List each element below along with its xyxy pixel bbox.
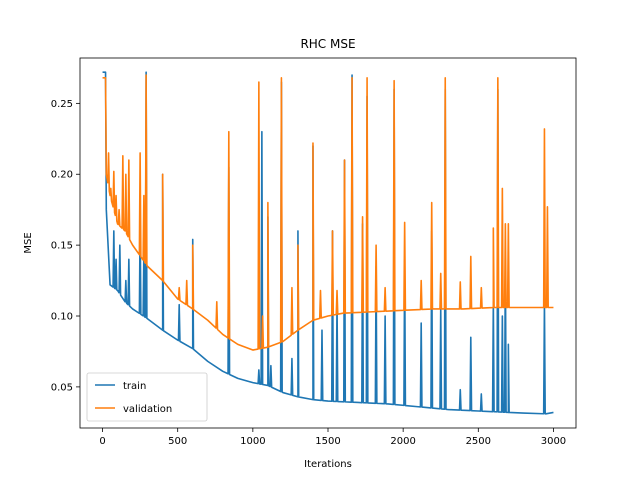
- x-tick-label: 1500: [315, 436, 340, 447]
- y-tick-label: 0.20: [51, 170, 73, 181]
- x-axis-label: Iterations: [304, 459, 352, 470]
- y-tick-label: 0.10: [51, 312, 73, 323]
- x-tick-label: 0: [99, 436, 105, 447]
- legend-label-validation: validation: [123, 404, 172, 415]
- legend-label-train: train: [123, 381, 146, 392]
- series-line-train: [102, 71, 554, 415]
- y-tick-label: 0.05: [51, 382, 73, 393]
- x-tick-label: 500: [168, 436, 187, 447]
- x-tick-label: 1000: [240, 436, 265, 447]
- y-axis-label: MSE: [23, 232, 34, 253]
- y-tick-label: 0.25: [51, 99, 73, 110]
- chart-title: RHC MSE: [300, 37, 355, 51]
- plot-area: [102, 71, 554, 415]
- series-layer: [102, 71, 554, 415]
- series-line-validation: [102, 74, 554, 351]
- x-axis: 0 500 1000 1500 2000 2500 3000: [99, 428, 566, 447]
- y-tick-label: 0.15: [51, 241, 73, 252]
- x-tick-label: 2000: [390, 436, 415, 447]
- y-axis: 0.05 0.10 0.15 0.20 0.25: [51, 99, 80, 393]
- legend-box: [86, 372, 208, 422]
- x-tick-label: 2500: [466, 436, 491, 447]
- legend: train validation: [86, 372, 208, 422]
- x-tick-label: 3000: [541, 436, 566, 447]
